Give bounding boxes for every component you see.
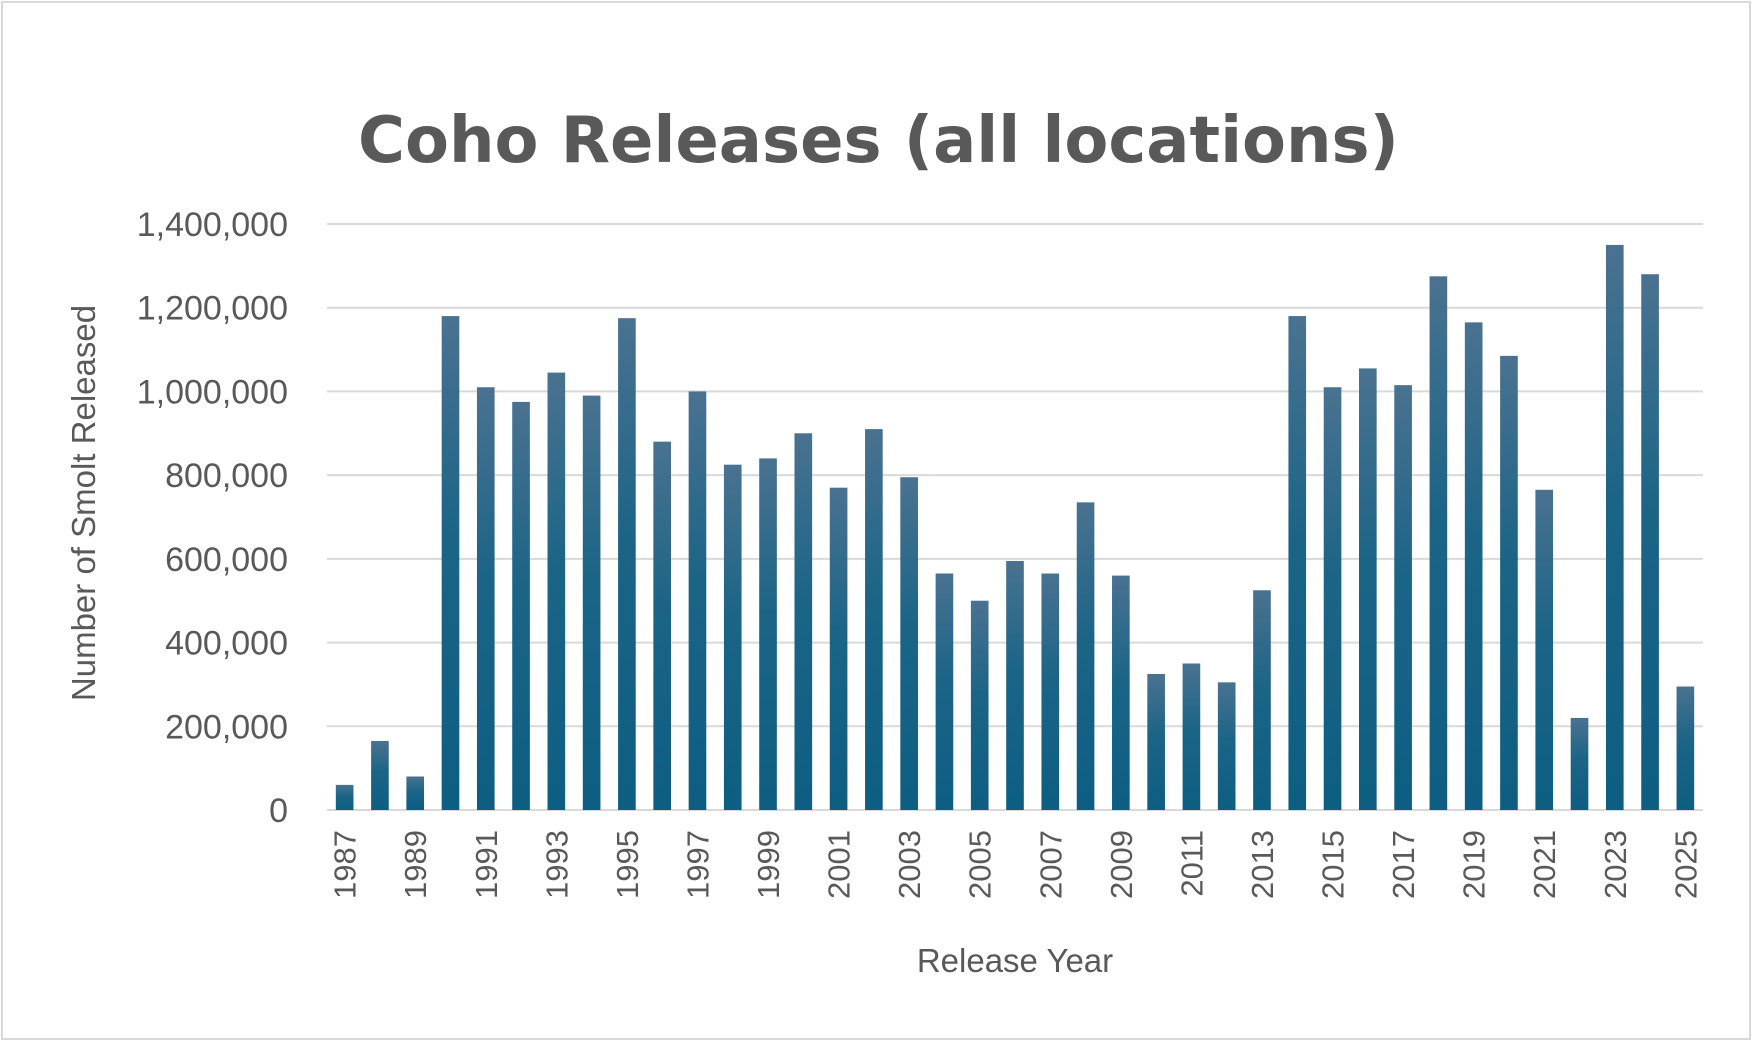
bar-2007 (1041, 573, 1060, 810)
bar-2016 (1359, 368, 1377, 810)
bars (335, 244, 1695, 811)
y-tick-label: 600,000 (165, 541, 288, 579)
x-tick-label: 2007 (1033, 830, 1068, 899)
bar-2000 (794, 433, 813, 810)
bar-1988 (371, 740, 389, 810)
x-tick-label: 1991 (469, 830, 504, 899)
x-tick-label: 2009 (1104, 830, 1139, 899)
bar-2020 (1500, 355, 1518, 810)
y-tick-label: 800,000 (165, 457, 288, 495)
x-tick-label: 1993 (539, 830, 574, 899)
bar-2013 (1253, 590, 1271, 810)
x-tick-label: 1987 (328, 830, 363, 899)
bar-1993 (547, 372, 566, 810)
x-tick-label: 1989 (398, 830, 433, 899)
bar-1997 (688, 391, 707, 810)
x-tick-label: 2025 (1668, 830, 1703, 899)
bar-2014 (1288, 316, 1307, 810)
x-tick-label: 2001 (822, 830, 857, 899)
bar-2003 (900, 477, 918, 810)
bar-2010 (1147, 673, 1165, 810)
bar-2011 (1182, 663, 1201, 810)
x-tick-label: 2017 (1386, 830, 1421, 899)
x-tick-label: 2003 (892, 830, 927, 899)
bar-1998 (723, 464, 742, 810)
y-axis-ticks: 0 200,000 400,000 600,000 800,000 1,000,000 1,… (137, 206, 288, 830)
y-tick-label: 200,000 (165, 708, 288, 746)
bar-1995 (618, 318, 636, 810)
bar-1994 (582, 395, 601, 810)
x-tick-label: 2023 (1598, 830, 1633, 899)
bar-2009 (1112, 575, 1130, 810)
bar-2005 (970, 600, 989, 810)
bar-2021 (1535, 489, 1554, 810)
bar-2012 (1217, 682, 1236, 810)
bar-1990 (441, 316, 460, 810)
bar-2025 (1676, 686, 1695, 810)
bar-2006 (1006, 560, 1024, 810)
x-tick-label: 1997 (680, 830, 715, 899)
y-tick-label: 1,200,000 (137, 290, 288, 328)
bar-1991 (476, 387, 495, 810)
x-tick-label: 1999 (751, 830, 786, 899)
y-tick-label: 1,000,000 (137, 373, 288, 411)
x-tick-label: 2013 (1245, 830, 1280, 899)
bar-2019 (1464, 322, 1483, 810)
chart-title: Coho Releases (all locations) (358, 104, 1399, 178)
bar-2015 (1323, 387, 1342, 810)
bar-2008 (1076, 502, 1095, 810)
y-tick-label: 1,400,000 (137, 206, 288, 244)
bar-2024 (1641, 274, 1659, 810)
bar-2004 (935, 573, 954, 810)
bar-2018 (1429, 276, 1448, 811)
bar-1987 (335, 784, 354, 810)
x-tick-label: 2019 (1457, 830, 1492, 899)
x-axis-label: Release Year (917, 942, 1113, 979)
bar-1999 (759, 458, 777, 810)
bar-2022 (1570, 717, 1589, 810)
bar-1989 (406, 776, 425, 810)
x-axis-ticks: 1987 1989 1991 1993 1995 1997 1999 2001 2003 2005… (328, 830, 1704, 899)
x-tick-label: 2005 (963, 830, 998, 899)
y-axis-label: Number of Smolt Released (65, 305, 102, 701)
x-tick-label: 2011 (1174, 830, 1209, 897)
bar-2001 (829, 487, 848, 810)
y-tick-label: 0 (269, 792, 288, 830)
y-tick-label: 400,000 (165, 625, 288, 663)
x-tick-label: 2021 (1527, 830, 1562, 899)
bar-1996 (653, 441, 671, 810)
x-tick-label: 1995 (610, 830, 645, 899)
bar-2017 (1394, 385, 1412, 810)
x-tick-label: 2015 (1316, 830, 1351, 899)
bar-1992 (512, 401, 530, 810)
bar-2002 (865, 429, 883, 810)
bar-2023 (1605, 244, 1624, 810)
